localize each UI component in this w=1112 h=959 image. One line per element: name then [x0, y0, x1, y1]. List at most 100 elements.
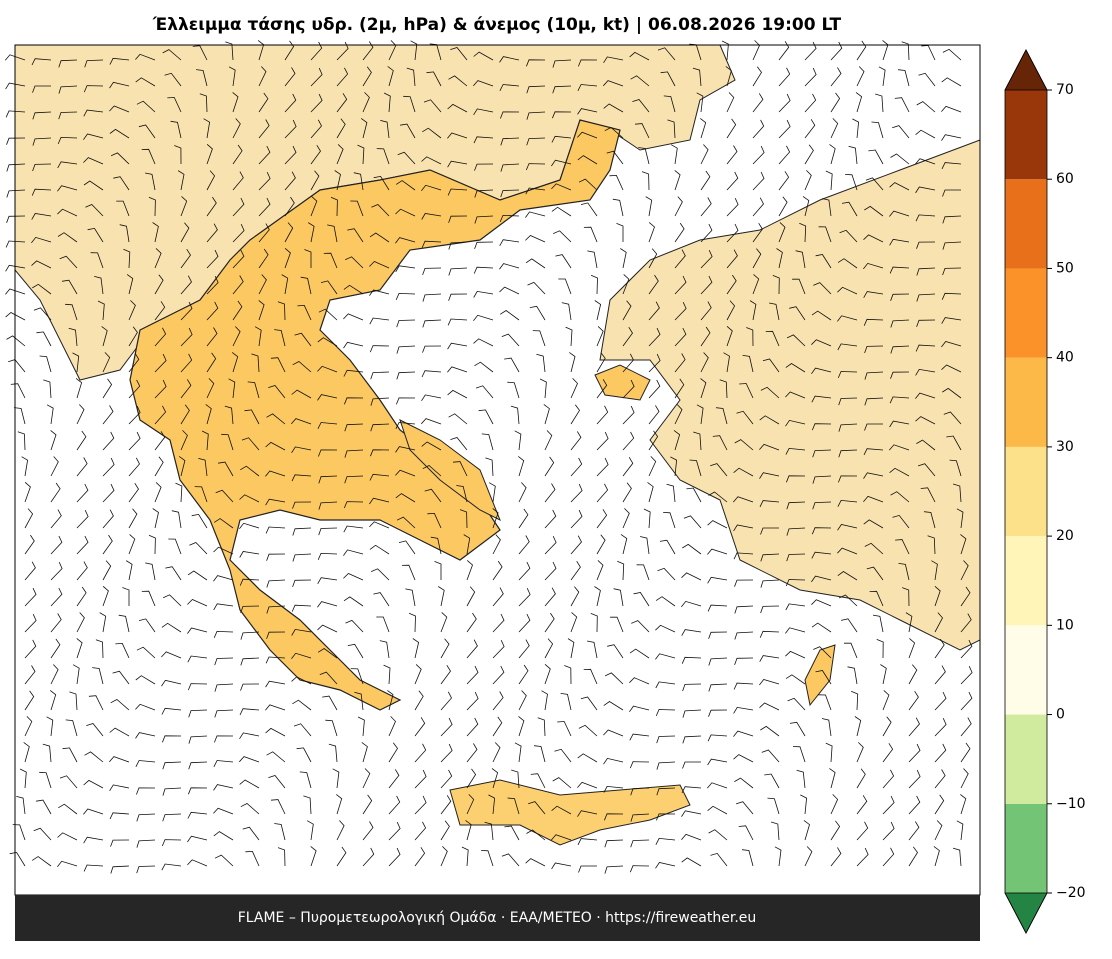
wind-barb	[191, 513, 208, 529]
wind-barb	[421, 240, 442, 248]
wind-barb	[811, 575, 832, 583]
wind-barb	[5, 312, 26, 321]
wind-barb	[387, 690, 394, 711]
wind-barb	[577, 131, 598, 139]
wind-barb	[317, 365, 338, 373]
wind-barb	[265, 470, 286, 477]
wind-barb	[72, 664, 80, 685]
wind-barb	[59, 775, 78, 789]
wind-barb	[310, 93, 323, 113]
wind-barb	[310, 144, 321, 165]
wind-barb	[162, 813, 182, 822]
wind-barb	[361, 742, 368, 763]
wind-barb	[719, 379, 728, 399]
wind-barb	[50, 613, 62, 633]
wind-barb	[466, 639, 478, 659]
wind-barb	[916, 293, 936, 302]
wind-barb	[102, 405, 114, 425]
wind-barb	[369, 497, 390, 505]
wind-barb	[890, 293, 910, 301]
wind-barb	[863, 519, 884, 529]
wind-barb	[587, 250, 598, 269]
wind-barb	[369, 261, 390, 269]
wind-barb	[466, 665, 479, 685]
wind-barb	[258, 274, 267, 295]
wind-barb	[555, 254, 572, 269]
wind-barb	[247, 381, 260, 399]
wind-barb	[941, 77, 962, 87]
wind-barb	[205, 404, 212, 425]
wind-barb	[292, 553, 312, 562]
wind-barb	[604, 127, 624, 139]
wind-barb	[291, 604, 312, 612]
wind-barb	[681, 656, 702, 664]
wind-barb	[410, 40, 418, 61]
wind-barb	[838, 397, 858, 406]
wind-barb	[123, 248, 131, 269]
wind-barb	[603, 729, 624, 737]
wind-barb	[343, 549, 364, 556]
colorbar-band	[1005, 90, 1047, 180]
wind-barb	[5, 288, 26, 295]
wind-barb	[112, 670, 130, 685]
wind-barbs	[4, 40, 973, 874]
wind-barb	[787, 697, 806, 711]
wind-barb	[473, 266, 494, 274]
wind-barb	[610, 616, 624, 633]
wind-barb	[630, 813, 650, 822]
wind-barb	[318, 475, 338, 484]
wind-barb	[609, 174, 624, 191]
wind-barb	[128, 457, 140, 477]
wind-barb	[492, 508, 499, 529]
wind-barb	[258, 172, 271, 191]
wind-barb	[240, 803, 260, 815]
wind-barb	[551, 805, 572, 815]
wind-barb	[752, 93, 764, 113]
wind-barb	[596, 560, 604, 581]
wind-barb	[648, 379, 661, 399]
wind-barb	[135, 732, 156, 739]
wind-barb	[811, 599, 832, 607]
wind-barb	[136, 646, 156, 659]
wind-barb	[943, 411, 962, 425]
wind-barb	[31, 236, 52, 244]
wind-barb	[187, 655, 208, 663]
wind-barb	[484, 821, 494, 841]
wind-barb	[946, 435, 962, 451]
wind-barb	[726, 249, 738, 269]
wind-barb	[16, 796, 26, 815]
wind-barb	[733, 524, 754, 532]
wind-barb	[543, 404, 550, 425]
wind-barb	[856, 40, 867, 61]
wind-barb	[733, 706, 754, 714]
wind-barb	[161, 651, 182, 659]
wind-barb	[370, 371, 390, 380]
wind-barb	[397, 151, 416, 165]
wind-barb	[830, 794, 839, 815]
wind-barb	[291, 652, 312, 659]
wind-barb	[206, 249, 219, 269]
wind-barb	[700, 144, 709, 165]
wind-barb	[952, 847, 962, 867]
wind-barb	[501, 853, 520, 867]
wind-barb	[656, 787, 676, 796]
wind-barb	[466, 794, 475, 815]
wind-barb	[118, 614, 130, 633]
wind-barb	[863, 318, 884, 326]
wind-barb	[152, 222, 159, 243]
wind-barb	[10, 383, 26, 399]
wind-barb	[266, 751, 286, 763]
wind-barb	[656, 761, 676, 770]
wind-barb	[254, 326, 262, 347]
wind-barb	[76, 535, 89, 555]
wind-barb	[934, 638, 945, 659]
wind-barb	[239, 578, 260, 586]
wind-barb	[518, 588, 531, 607]
wind-barb	[622, 405, 635, 425]
wind-barb	[518, 690, 527, 711]
wind-barb	[473, 338, 494, 347]
wind-barb	[865, 177, 884, 191]
wind-barb	[447, 366, 468, 373]
wind-barb	[232, 275, 244, 295]
wind-barb	[864, 205, 884, 217]
